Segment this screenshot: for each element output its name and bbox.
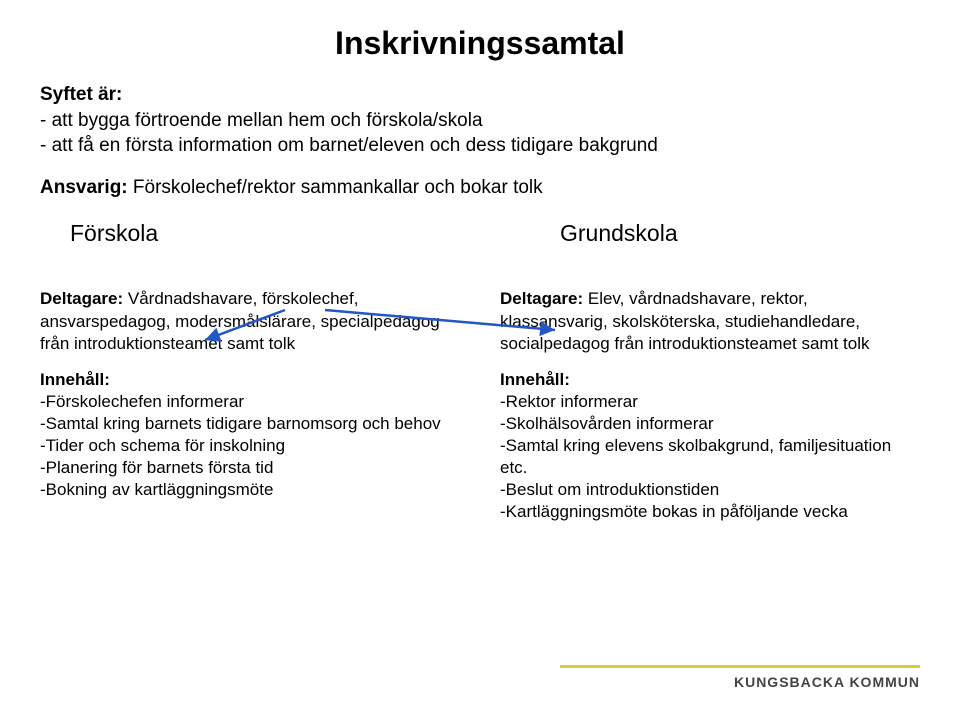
left-participants-label: Deltagare: [40, 289, 123, 308]
left-content: Innehåll: -Förskolechefen informerar -Sa… [40, 369, 460, 502]
right-c3: -Samtal kring elevens skolbakgrund, fami… [500, 436, 891, 477]
right-c1: -Rektor informerar [500, 392, 638, 411]
left-c1: -Förskolechefen informerar [40, 392, 244, 411]
purpose-line-2: - att få en första information om barnet… [40, 135, 658, 156]
right-participants-label: Deltagare: [500, 289, 583, 308]
left-participants: Deltagare: Vårdnadshavare, förskolechef,… [40, 288, 460, 354]
slide-title: Inskrivningssamtal [40, 25, 920, 62]
responsible-text: Förskolechef/rektor sammankallar och bok… [128, 177, 543, 198]
columns: Förskola Deltagare: Vårdnadshavare, förs… [40, 219, 920, 538]
left-content-label: Innehåll: [40, 370, 110, 389]
purpose-label: Syftet är: [40, 84, 122, 105]
column-left: Förskola Deltagare: Vårdnadshavare, förs… [40, 219, 460, 538]
footer-accent-line [560, 665, 920, 668]
right-content-label: Innehåll: [500, 370, 570, 389]
right-participants: Deltagare: Elev, vårdnadshavare, rektor,… [500, 288, 920, 354]
right-heading: Grundskola [500, 219, 920, 249]
purpose: Syftet är: - att bygga förtroende mellan… [40, 82, 920, 159]
right-c5: -Kartläggningsmöte bokas in påföljande v… [500, 502, 848, 521]
responsible: Ansvarig: Förskolechef/rektor sammankall… [40, 175, 920, 201]
slide: Inskrivningssamtal Syftet är: - att bygg… [0, 0, 960, 720]
column-right: Grundskola Deltagare: Elev, vårdnadshava… [500, 219, 920, 538]
left-c3: -Tider och schema för inskolning [40, 436, 285, 455]
left-c4: -Planering för barnets första tid [40, 458, 273, 477]
left-heading: Förskola [40, 219, 460, 249]
footer-brand: KUNGSBACKA KOMMUN [734, 674, 920, 690]
intro-block: Syftet är: - att bygga förtroende mellan… [40, 82, 920, 201]
right-content: Innehåll: -Rektor informerar -Skolhälsov… [500, 369, 920, 524]
left-c5: -Bokning av kartläggningsmöte [40, 480, 273, 499]
left-c2: -Samtal kring barnets tidigare barnomsor… [40, 414, 441, 433]
responsible-label: Ansvarig: [40, 177, 128, 198]
right-c2: -Skolhälsovården informerar [500, 414, 714, 433]
right-c4: -Beslut om introduktionstiden [500, 480, 719, 499]
purpose-line-1: - att bygga förtroende mellan hem och fö… [40, 110, 483, 131]
